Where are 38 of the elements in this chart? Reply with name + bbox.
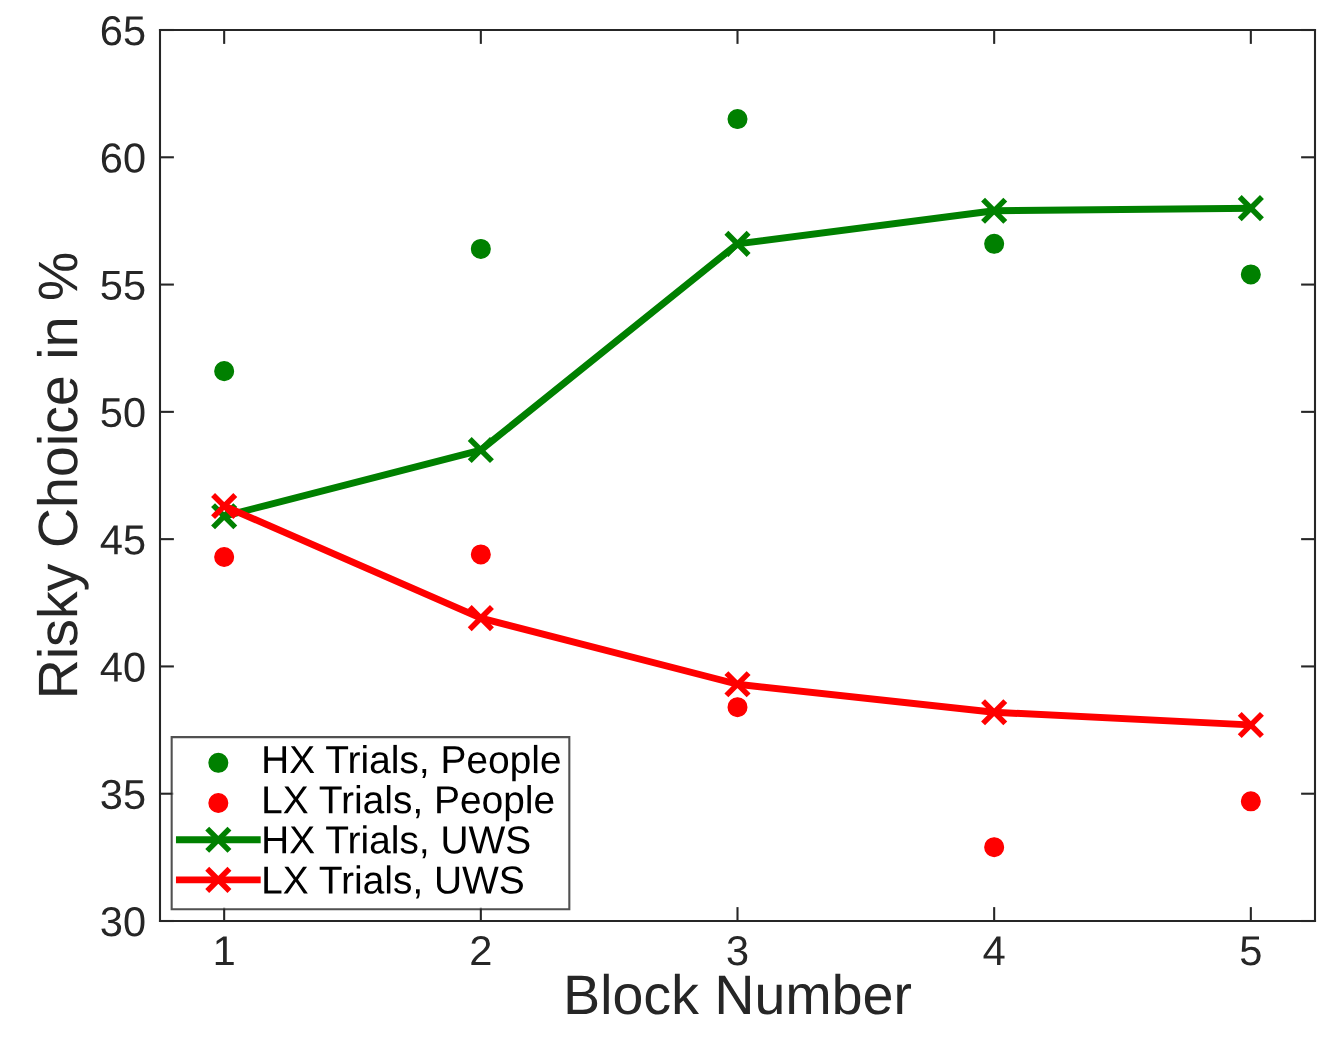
y-tick-label: 45 — [100, 525, 145, 555]
legend-label: LX Trials, UWS — [264, 865, 523, 899]
legend-label: HX Trials, UWS — [264, 825, 530, 859]
point — [1236, 711, 1265, 739]
point — [466, 604, 495, 632]
point — [727, 697, 748, 718]
x-tick-label: 2 — [471, 935, 491, 966]
y-tick-label: 40 — [100, 652, 145, 682]
x-axis-title: Block Number — [567, 973, 912, 1015]
x-tick-label: 4 — [983, 936, 1005, 966]
point — [470, 238, 491, 259]
point — [723, 670, 752, 699]
point — [1240, 791, 1261, 812]
legend-label: LX Trials, People — [264, 785, 554, 822]
y-tick-label: 60 — [101, 143, 145, 173]
point — [980, 196, 1009, 225]
point — [1240, 264, 1261, 285]
point — [980, 698, 1009, 727]
x-tick-label: 5 — [1240, 936, 1261, 966]
legend-label: HX Trials, People — [264, 744, 560, 782]
point — [723, 229, 752, 258]
y-axis-title: Risky Choice in % — [36, 253, 89, 695]
point — [1236, 194, 1265, 223]
point — [214, 546, 235, 567]
point — [470, 544, 491, 565]
x-tick-label: 3 — [727, 935, 748, 966]
y-tick-label: 30 — [101, 907, 145, 937]
y-tick-label: 50 — [101, 397, 145, 428]
point — [984, 837, 1005, 858]
point — [466, 436, 495, 464]
point — [210, 492, 239, 520]
point — [727, 109, 748, 130]
point — [984, 233, 1005, 254]
x-tick-label: 1 — [215, 936, 234, 966]
y-tick-label: 35 — [101, 779, 145, 810]
y-tick-label: 65 — [101, 16, 145, 46]
y-tick-label: 55 — [101, 271, 145, 301]
point — [214, 361, 235, 382]
